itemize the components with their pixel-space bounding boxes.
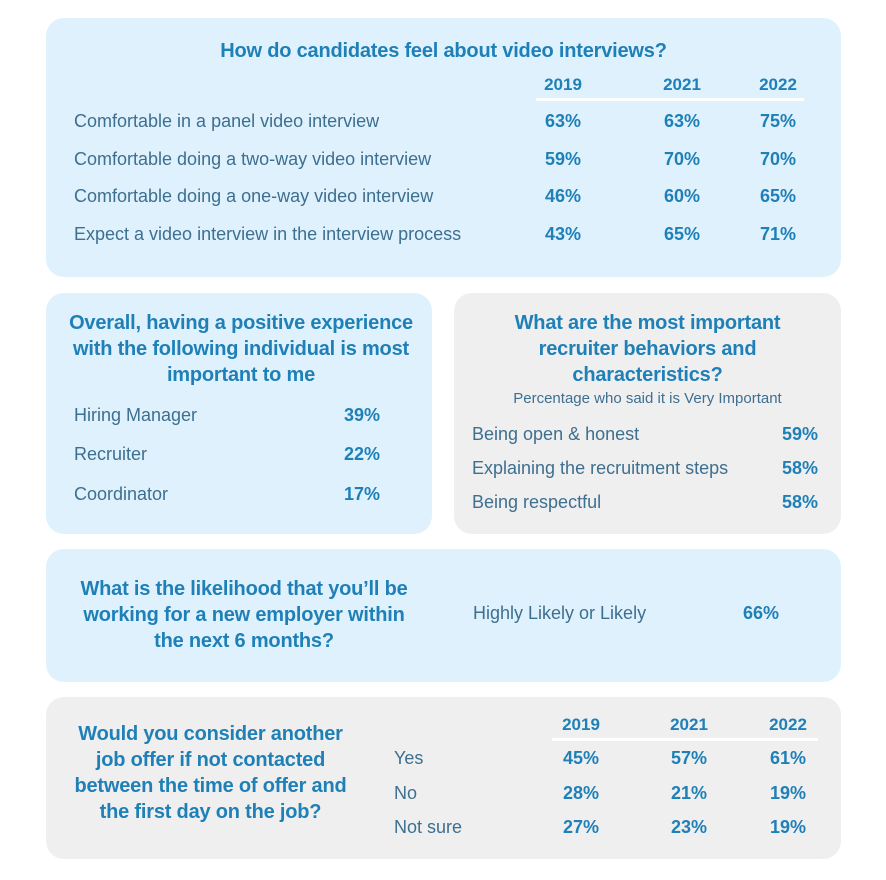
row-label: Coordinator bbox=[74, 484, 169, 504]
recruiter-behaviors-title: What are the most important recruiter be… bbox=[514, 312, 781, 386]
table-cell: 65% bbox=[663, 224, 701, 244]
row-label: Recruiter bbox=[74, 444, 148, 464]
table-cell: 71% bbox=[759, 224, 797, 244]
recruiter-behaviors-subtitle: Percentage who said it is Very Important bbox=[513, 390, 782, 407]
column-header-2022: 2022 bbox=[769, 715, 807, 734]
table-cell: 65% bbox=[759, 186, 797, 206]
row-label: Expect a video interview in the intervie… bbox=[74, 224, 462, 244]
table-cell: 59% bbox=[544, 149, 582, 169]
table-cell: 70% bbox=[759, 149, 797, 169]
table-cell: 75% bbox=[759, 111, 797, 131]
header-rule bbox=[552, 738, 818, 741]
job-offer-card: Would you consider another job offer if … bbox=[46, 697, 841, 859]
job-offer-title: Would you consider another job offer if … bbox=[74, 723, 347, 823]
table-cell: 59% bbox=[781, 424, 819, 444]
video-interviews-card: How do candidates feel about video inter… bbox=[46, 18, 841, 277]
table-cell: 23% bbox=[670, 817, 708, 837]
row-label: Comfortable in a panel video interview bbox=[74, 111, 380, 131]
column-header-2019: 2019 bbox=[544, 75, 582, 94]
positive-experience-card: Overall, having a positive experience wi… bbox=[46, 293, 432, 534]
table-cell: 46% bbox=[544, 186, 582, 206]
row-label: Yes bbox=[394, 748, 424, 768]
recruiter-behaviors-card: What are the most important recruiter be… bbox=[454, 293, 841, 534]
table-cell: 39% bbox=[343, 405, 381, 425]
table-cell: 21% bbox=[670, 783, 708, 803]
table-cell: 27% bbox=[562, 817, 600, 837]
row-label: Comfortable doing a one-way video interv… bbox=[74, 186, 434, 206]
table-cell: 45% bbox=[562, 748, 600, 768]
table-cell: 22% bbox=[343, 444, 381, 464]
column-header-2021: 2021 bbox=[663, 75, 701, 94]
column-header-2021: 2021 bbox=[670, 715, 708, 734]
table-cell: 58% bbox=[781, 492, 819, 512]
table-cell: 57% bbox=[670, 748, 708, 768]
row-label: Highly Likely or Likely bbox=[473, 603, 647, 623]
table-cell: 58% bbox=[781, 458, 819, 478]
table-cell: 43% bbox=[544, 224, 582, 244]
table-cell: 63% bbox=[544, 111, 582, 131]
row-label: Not sure bbox=[394, 817, 463, 837]
row-label: Being respectful bbox=[472, 492, 602, 512]
likelihood-card: What is the likelihood that you’ll be wo… bbox=[46, 549, 841, 682]
row-label: Hiring Manager bbox=[74, 405, 198, 425]
video-interviews-title: How do candidates feel about video inter… bbox=[220, 40, 667, 62]
table-cell: 60% bbox=[663, 186, 701, 206]
positive-experience-title: Overall, having a positive experience wi… bbox=[69, 312, 413, 386]
table-cell: 63% bbox=[663, 111, 701, 131]
table-cell: 28% bbox=[562, 783, 600, 803]
table-cell: 19% bbox=[769, 817, 807, 837]
table-cell: 17% bbox=[343, 484, 381, 504]
likelihood-title: What is the likelihood that you’ll be wo… bbox=[80, 578, 408, 652]
row-label: No bbox=[394, 783, 418, 803]
table-cell: 19% bbox=[769, 783, 807, 803]
column-header-2019: 2019 bbox=[562, 715, 600, 734]
row-label: Being open & honest bbox=[472, 424, 640, 444]
table-cell: 66% bbox=[742, 603, 780, 623]
table-cell: 70% bbox=[663, 149, 701, 169]
table-cell: 61% bbox=[769, 748, 807, 768]
header-rule bbox=[536, 98, 804, 101]
column-header-2022: 2022 bbox=[759, 75, 797, 94]
row-label: Comfortable doing a two-way video interv… bbox=[74, 149, 432, 169]
row-label: Explaining the recruitment steps bbox=[472, 458, 729, 478]
